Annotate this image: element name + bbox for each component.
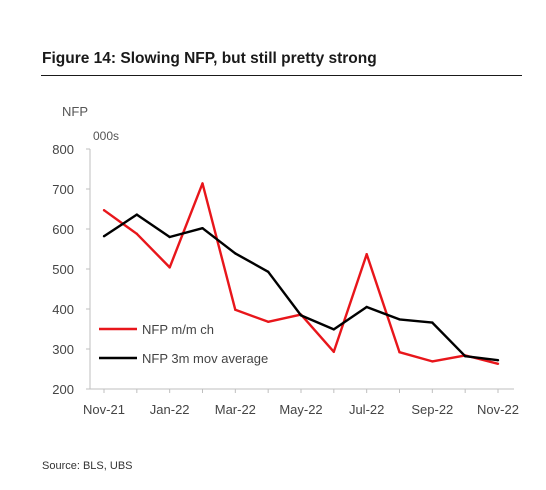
data-point	[234, 252, 237, 255]
data-point	[496, 359, 500, 362]
data-point	[168, 235, 171, 239]
y-tick-label: 600	[52, 222, 74, 237]
data-point	[266, 320, 270, 323]
y-axis-units: 000s	[93, 129, 119, 143]
x-tick-label: Jul-22	[349, 402, 384, 417]
x-tick-label: Mar-22	[215, 402, 256, 417]
data-point	[365, 305, 368, 309]
data-point	[266, 270, 270, 273]
data-point	[332, 328, 336, 331]
data-point	[463, 355, 467, 358]
data-point	[299, 314, 303, 317]
data-point	[135, 213, 139, 216]
data-point	[102, 235, 106, 238]
data-point	[332, 350, 336, 353]
x-tick-label: Nov-22	[477, 402, 519, 417]
data-point	[398, 351, 401, 354]
legend-label: NFP 3m mov average	[142, 351, 268, 366]
data-point	[102, 209, 106, 212]
x-tick-label: Jan-22	[150, 402, 190, 417]
data-point	[398, 318, 401, 321]
y-tick-label: 500	[52, 262, 74, 277]
y-tick-label: 200	[52, 382, 74, 397]
data-point	[365, 253, 368, 256]
y-axis-label: NFP	[62, 104, 88, 119]
data-point	[135, 232, 139, 235]
source-note: Source: BLS, UBS	[42, 460, 133, 472]
data-point	[234, 308, 237, 311]
y-tick-label: 400	[52, 302, 74, 317]
data-point	[496, 362, 500, 365]
data-point	[168, 266, 171, 269]
x-tick-label: Nov-21	[83, 402, 125, 417]
y-tick-label: 300	[52, 342, 74, 357]
figure-title: Figure 14: Slowing NFP, but still pretty…	[42, 50, 377, 67]
data-point	[201, 227, 204, 230]
data-point	[201, 182, 204, 185]
x-tick-label: May-22	[279, 402, 322, 417]
data-point	[431, 360, 434, 363]
data-point	[431, 321, 434, 324]
title-divider	[41, 75, 522, 76]
legend-label: NFP m/m ch	[142, 322, 214, 337]
x-tick-label: Sep-22	[411, 402, 453, 417]
series-line-nfp-3m-avg	[103, 213, 499, 362]
y-tick-label: 800	[52, 142, 74, 157]
y-tick-label: 700	[52, 182, 74, 197]
